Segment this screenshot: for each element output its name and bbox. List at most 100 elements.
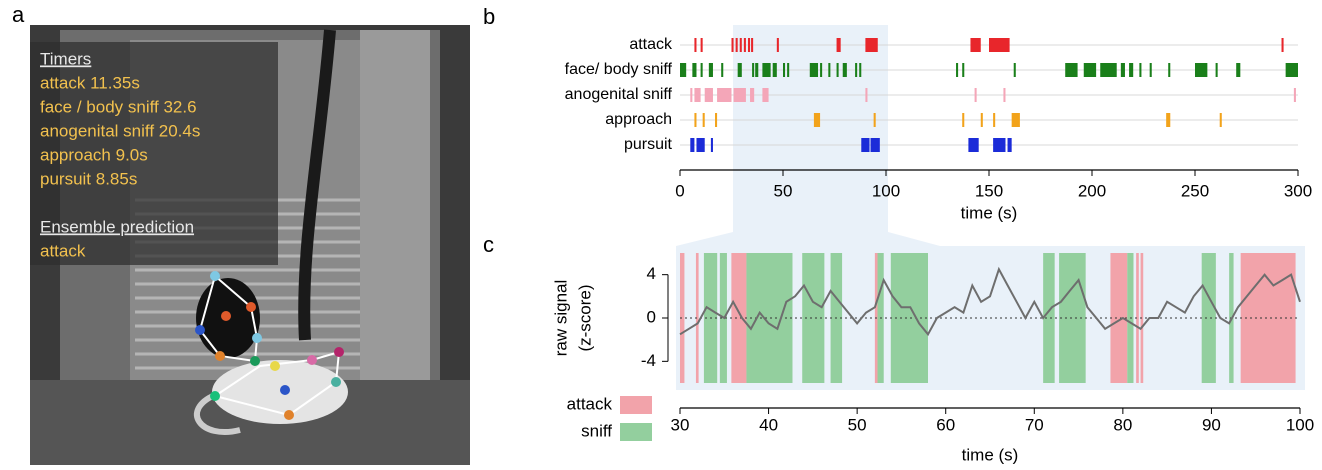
event-bar [1236, 63, 1241, 77]
overlay-heading: Timers [40, 49, 91, 68]
event-bar [696, 138, 705, 152]
event-bar [1011, 113, 1020, 127]
row-label: approach [605, 111, 672, 128]
event-bar [989, 38, 1010, 52]
overlay-text: attack [40, 241, 86, 260]
event-bar [704, 88, 713, 102]
event-bar [1149, 63, 1152, 77]
y-tick-label: 4 [647, 264, 656, 283]
event-bar [873, 113, 876, 127]
signal-line [679, 266, 1301, 337]
event-bar [980, 113, 983, 127]
event-bar [1293, 88, 1296, 102]
shaded-region [1240, 253, 1296, 383]
event-bar [690, 138, 695, 152]
x-tick-label: 30 [671, 415, 690, 434]
event-bar [708, 63, 713, 77]
x-tick-label: 0 [675, 181, 684, 200]
event-bar [1215, 63, 1218, 77]
event-bar [968, 138, 979, 152]
shaded-region [802, 253, 825, 383]
panel-label: b [483, 4, 495, 29]
event-bar [993, 138, 1006, 152]
event-bar [1195, 63, 1208, 77]
event-bar [787, 63, 790, 77]
event-bar [1013, 63, 1016, 77]
event-bar [1120, 63, 1125, 77]
event-bar [733, 88, 746, 102]
legend-label: sniff [581, 421, 612, 440]
shaded-region [695, 253, 699, 383]
x-tick-label: 80 [1113, 415, 1132, 434]
event-bar [762, 63, 771, 77]
event-bar [870, 138, 880, 152]
row-label: anogenital sniff [565, 86, 673, 103]
event-bar [813, 113, 821, 127]
event-bar [820, 63, 823, 77]
event-bar [836, 63, 839, 77]
shaded-region [680, 253, 685, 383]
x-tick-label: 50 [774, 181, 793, 200]
event-bar [836, 38, 841, 52]
x-tick-label: 250 [1181, 181, 1209, 200]
event-bar [1083, 63, 1097, 77]
event-bar [721, 63, 724, 77]
legend-label: attack [567, 394, 613, 413]
row-label: face/ body sniff [565, 61, 673, 78]
event-bar [859, 63, 862, 77]
event-bar [755, 63, 759, 77]
x-tick-label: 40 [759, 415, 778, 434]
y-axis-label: (z-score) [575, 284, 594, 351]
x-tick-label: 100 [1286, 415, 1314, 434]
legend-swatch [620, 396, 652, 414]
event-bar [842, 63, 847, 77]
overlay-text: pursuit 8.85s [40, 169, 137, 188]
event-bar [974, 88, 977, 102]
shaded-region [746, 253, 793, 383]
event-bar [762, 88, 769, 102]
shaded-region [731, 253, 747, 383]
event-bar [783, 63, 786, 77]
photo [30, 25, 470, 465]
event-bar [752, 63, 755, 77]
x-tick-label: 300 [1284, 181, 1312, 200]
overlay-text: attack 11.35s [40, 73, 140, 92]
overlay-heading: Ensemble prediction [40, 217, 194, 236]
event-bar [1065, 63, 1078, 77]
shaded-region [1201, 253, 1216, 383]
event-bar [970, 38, 981, 52]
event-bar [855, 63, 858, 77]
event-bar [809, 63, 819, 77]
event-bar [962, 113, 965, 127]
x-tick-label: 100 [872, 181, 900, 200]
event-bar [1281, 38, 1284, 52]
event-bar [710, 138, 713, 152]
x-tick-label: 200 [1078, 181, 1106, 200]
event-bar [1285, 63, 1298, 77]
event-bar [956, 63, 959, 77]
x-tick-label: 70 [1025, 415, 1044, 434]
event-bar [1003, 88, 1006, 102]
legend-swatch [620, 423, 652, 441]
y-tick-label: 0 [647, 307, 656, 326]
event-bar [962, 63, 965, 77]
event-bar [772, 63, 777, 77]
x-axis-label: time (s) [961, 203, 1018, 222]
event-bar [751, 38, 754, 52]
event-bar [993, 113, 996, 127]
event-bar [743, 38, 746, 52]
event-bar [1129, 63, 1134, 77]
event-bar [1007, 138, 1012, 152]
y-tick-label: -4 [641, 351, 656, 370]
event-bar [717, 88, 732, 102]
x-tick-label: 60 [936, 415, 955, 434]
event-bar [1100, 63, 1117, 77]
shaded-region [1136, 253, 1139, 383]
event-bar [680, 63, 687, 77]
event-bar [865, 38, 878, 52]
event-bar [735, 38, 738, 52]
event-bar [731, 38, 734, 52]
event-bar [865, 88, 868, 102]
overlay-text: approach 9.0s [40, 145, 148, 164]
